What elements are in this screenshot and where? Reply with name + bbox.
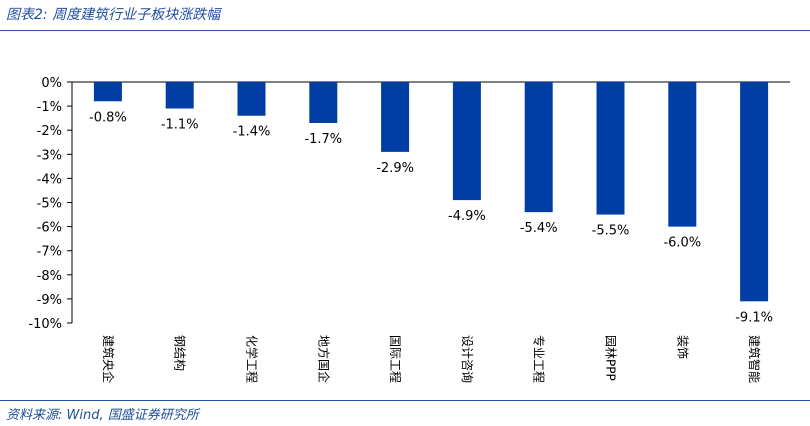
y-tick-label: -5% bbox=[37, 197, 62, 212]
data-label: -2.9% bbox=[376, 161, 414, 176]
category-label: 装饰 bbox=[675, 335, 689, 359]
y-tick-label: -3% bbox=[37, 148, 62, 163]
y-tick-label: -2% bbox=[37, 124, 62, 139]
data-label: -5.4% bbox=[520, 221, 558, 236]
category-label: 专业工程 bbox=[532, 335, 547, 383]
data-label: -1.7% bbox=[304, 132, 342, 147]
y-tick-label: -9% bbox=[37, 293, 62, 308]
bar bbox=[668, 82, 697, 227]
bar bbox=[93, 82, 122, 102]
footer-divider bbox=[0, 400, 810, 401]
data-label: -1.4% bbox=[233, 125, 271, 140]
y-tick-label: -7% bbox=[37, 245, 62, 260]
data-label: -9.1% bbox=[735, 310, 773, 325]
category-label: 国际工程 bbox=[388, 335, 403, 383]
data-label: -5.5% bbox=[592, 224, 630, 239]
bar bbox=[452, 82, 481, 201]
category-label: 化学工程 bbox=[245, 335, 260, 383]
bar bbox=[309, 82, 338, 123]
data-label: -6.0% bbox=[663, 236, 701, 251]
data-label: -1.1% bbox=[161, 118, 199, 133]
bar bbox=[237, 82, 266, 116]
data-label: -0.8% bbox=[89, 110, 127, 125]
bar bbox=[524, 82, 553, 213]
bar bbox=[165, 82, 194, 109]
source-note: 资料来源: Wind, 国盛证券研究所 bbox=[6, 408, 199, 423]
y-tick-label: -4% bbox=[37, 172, 62, 187]
y-tick-label: -10% bbox=[28, 317, 62, 332]
y-tick-label: -8% bbox=[37, 269, 62, 284]
bar bbox=[596, 82, 625, 215]
category-label: 建筑智能 bbox=[747, 335, 762, 383]
y-tick-label: -1% bbox=[37, 100, 62, 115]
data-label: -4.9% bbox=[448, 209, 486, 224]
bar bbox=[740, 82, 769, 302]
category-label: 建筑央企 bbox=[101, 335, 116, 383]
bar-chart: 0% -1% -2% -3% -4% -5% -6% -7% -8% -9% -10% -0.8% 建筑… bbox=[28, 76, 790, 383]
category-label: 园林PPP bbox=[604, 335, 618, 381]
chart-title: 图表2: 周度建筑行业子板块涨跌幅 bbox=[6, 7, 221, 23]
bar bbox=[381, 82, 410, 152]
y-tick-label: 0% bbox=[41, 76, 62, 91]
y-tick-label: -6% bbox=[37, 221, 62, 236]
category-label: 钢结构 bbox=[173, 335, 188, 371]
header-divider bbox=[0, 30, 810, 31]
category-label: 设计咨询 bbox=[460, 335, 475, 383]
category-label: 地方国企 bbox=[316, 335, 331, 383]
